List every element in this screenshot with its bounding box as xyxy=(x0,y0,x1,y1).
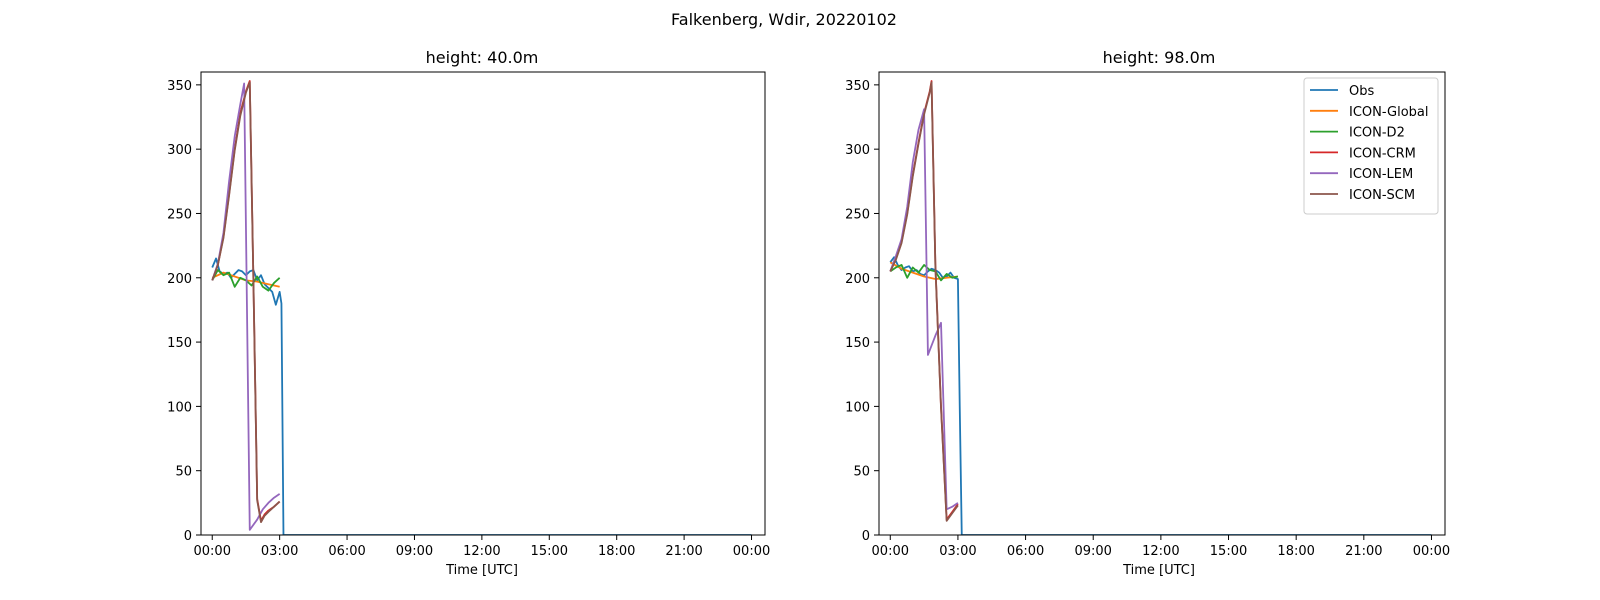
y-tick-label: 200 xyxy=(167,272,192,287)
series-line-icon-crm-left xyxy=(211,80,281,522)
y-tick-label: 250 xyxy=(845,207,870,222)
x-tick-label: 18:00 xyxy=(598,544,635,559)
x-tick-label: 21:00 xyxy=(1345,544,1382,559)
panel-title-left: height: 40.0m xyxy=(426,48,539,67)
y-tick-label: 200 xyxy=(845,272,870,287)
series-line-icon-lem-left xyxy=(211,82,281,531)
series-line-obs-left xyxy=(211,257,752,535)
x-tick-label: 15:00 xyxy=(531,544,568,559)
y-tick-label: 150 xyxy=(845,336,870,351)
series-line-icon-scm-left xyxy=(211,81,281,524)
legend-label-obs: Obs xyxy=(1349,84,1374,99)
panel-title-right: height: 98.0m xyxy=(1103,48,1216,67)
x-tick-label: 12:00 xyxy=(463,544,500,559)
x-tick-label: 00:00 xyxy=(733,544,770,559)
legend-label-icon-lem: ICON-LEM xyxy=(1349,167,1413,182)
y-tick-label: 350 xyxy=(845,79,870,94)
series-group-right xyxy=(889,80,1432,535)
legend: Obs ICON-Global ICON-D2 ICON-CRM ICON-LEM ICO… xyxy=(1303,77,1439,215)
x-axis-label-left: Time [UTC] xyxy=(445,563,518,578)
legend-label-icon-d2: ICON-D2 xyxy=(1349,126,1405,141)
x-tick-label: 06:00 xyxy=(328,544,365,559)
chart-panel-right: height: 98.0m Time [UTC] 00:00 03:00 06:00… xyxy=(845,48,1450,578)
x-tick-label: 00:00 xyxy=(194,544,231,559)
axes-frame-left xyxy=(200,71,766,536)
series-line-obs-right xyxy=(889,256,1432,535)
y-tick-label: 0 xyxy=(862,529,870,544)
y-tick-label: 150 xyxy=(167,336,192,351)
y-tick-label: 50 xyxy=(175,465,192,480)
y-tick-label: 50 xyxy=(853,465,870,480)
series-line-icon-global-right xyxy=(889,261,959,280)
x-tick-label: 09:00 xyxy=(396,544,433,559)
chart-panel-left: height: 40.0m Time [UTC] 00:00 03:00 06:00… xyxy=(167,48,770,578)
legend-label-icon-crm: ICON-CRM xyxy=(1349,146,1416,161)
legend-frame xyxy=(1303,77,1439,215)
x-tick-label: 00:00 xyxy=(1413,544,1450,559)
axes-frame-right xyxy=(878,71,1446,536)
legend-label-icon-global: ICON-Global xyxy=(1349,105,1429,120)
series-line-icon-scm-right xyxy=(889,81,959,522)
x-tick-label: 12:00 xyxy=(1142,544,1179,559)
y-tick-label: 300 xyxy=(167,143,192,158)
series-group-left xyxy=(211,80,752,535)
legend-label-icon-scm: ICON-SCM xyxy=(1349,188,1415,203)
x-tick-label: 09:00 xyxy=(1074,544,1111,559)
x-tick-label: 21:00 xyxy=(665,544,702,559)
x-tick-label: 06:00 xyxy=(1007,544,1044,559)
x-tick-label: 03:00 xyxy=(939,544,976,559)
y-tick-label: 350 xyxy=(167,79,192,94)
y-tick-label: 250 xyxy=(167,207,192,222)
x-tick-label: 15:00 xyxy=(1210,544,1247,559)
series-line-icon-d2-right xyxy=(889,264,959,282)
y-tick-label: 100 xyxy=(167,400,192,415)
y-tick-label: 0 xyxy=(184,529,192,544)
figure-suptitle: Falkenberg, Wdir, 20220102 xyxy=(671,10,897,29)
x-axis-label-right: Time [UTC] xyxy=(1122,563,1195,578)
x-tick-label: 03:00 xyxy=(261,544,298,559)
y-tick-label: 100 xyxy=(845,400,870,415)
x-tick-label: 00:00 xyxy=(872,544,909,559)
x-tick-label: 18:00 xyxy=(1277,544,1314,559)
series-line-icon-lem-right xyxy=(889,108,959,511)
y-tick-label: 300 xyxy=(845,143,870,158)
